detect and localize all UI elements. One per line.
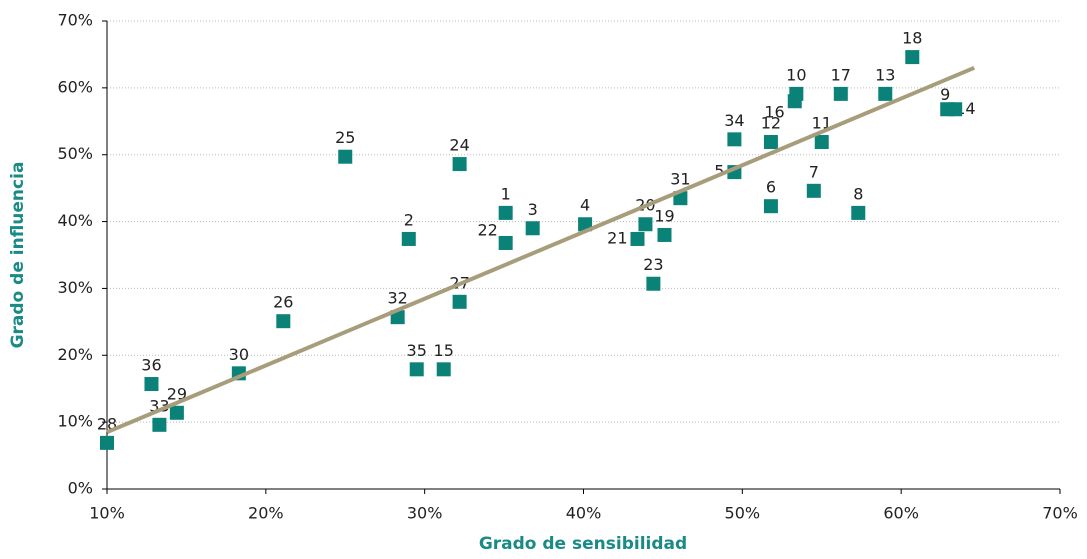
marker [948, 102, 963, 117]
point-label: 3 [528, 200, 538, 219]
marker [169, 405, 184, 420]
marker [789, 86, 804, 101]
marker [905, 50, 920, 65]
point-label: 2 [404, 210, 414, 229]
point-label: 32 [387, 289, 407, 308]
point-label: 19 [654, 206, 674, 225]
x-tick-label: 60% [883, 504, 919, 523]
marker [763, 199, 778, 214]
marker [657, 227, 672, 242]
marker [851, 205, 866, 220]
y-tick-label: 10% [57, 412, 93, 431]
point-label: 17 [831, 65, 851, 84]
marker [806, 183, 821, 198]
point-label: 24 [449, 136, 469, 155]
point-label: 26 [273, 293, 293, 312]
marker [814, 135, 829, 150]
point-label: 22 [477, 220, 497, 239]
marker [727, 132, 742, 147]
marker [100, 435, 114, 450]
marker [498, 235, 513, 250]
point-label: 9 [940, 85, 950, 104]
y-tick-label: 30% [57, 278, 93, 297]
marker [338, 149, 353, 164]
y-tick-label: 70% [57, 11, 93, 30]
marker [646, 276, 661, 291]
point-label: 12 [761, 114, 781, 133]
marker [452, 294, 467, 309]
marker [498, 205, 513, 220]
marker [763, 135, 778, 150]
point-label: 6 [766, 178, 776, 197]
x-tick-label: 70% [1042, 504, 1078, 523]
x-tick-label: 20% [248, 504, 284, 523]
marker [276, 314, 291, 329]
y-axis-title: Grado de influencia [8, 162, 28, 349]
marker [152, 417, 167, 432]
x-tick-label: 40% [566, 504, 602, 523]
marker [630, 231, 645, 246]
point-label: 31 [670, 170, 690, 189]
point-label: 7 [809, 162, 819, 181]
point-label: 4 [580, 196, 590, 215]
point-label: 13 [875, 65, 895, 84]
x-axis-title: Grado de sensibilidad [479, 534, 687, 554]
marker [525, 221, 540, 236]
y-tick-label: 50% [57, 144, 93, 163]
point-label: 30 [229, 345, 249, 364]
marker [638, 217, 653, 232]
point-label: 23 [643, 255, 663, 274]
point-label: 5 [714, 162, 724, 181]
marker [452, 157, 467, 172]
point-label: 16 [764, 103, 784, 122]
y-tick-label: 0% [68, 479, 93, 498]
point-label: 36 [141, 356, 161, 375]
point-label: 8 [853, 184, 863, 203]
marker [144, 377, 159, 392]
point-label: 34 [724, 111, 744, 130]
marker [409, 362, 424, 377]
y-tick-label: 40% [57, 211, 93, 230]
marker [878, 86, 893, 101]
y-tick-label: 20% [57, 345, 93, 364]
x-tick-label: 50% [725, 504, 761, 523]
marker [833, 86, 848, 101]
x-tick-label: 10% [89, 504, 125, 523]
point-label: 15 [434, 341, 454, 360]
point-label: 21 [607, 228, 627, 247]
marker [401, 231, 416, 246]
point-label: 10 [786, 65, 806, 84]
y-tick-label: 60% [57, 77, 93, 96]
marker [436, 362, 451, 377]
trendline [106, 65, 976, 435]
point-label: 1 [501, 184, 511, 203]
point-label: 35 [407, 341, 427, 360]
point-label: 25 [335, 128, 355, 147]
point-label: 18 [902, 29, 922, 48]
x-tick-label: 30% [407, 504, 443, 523]
